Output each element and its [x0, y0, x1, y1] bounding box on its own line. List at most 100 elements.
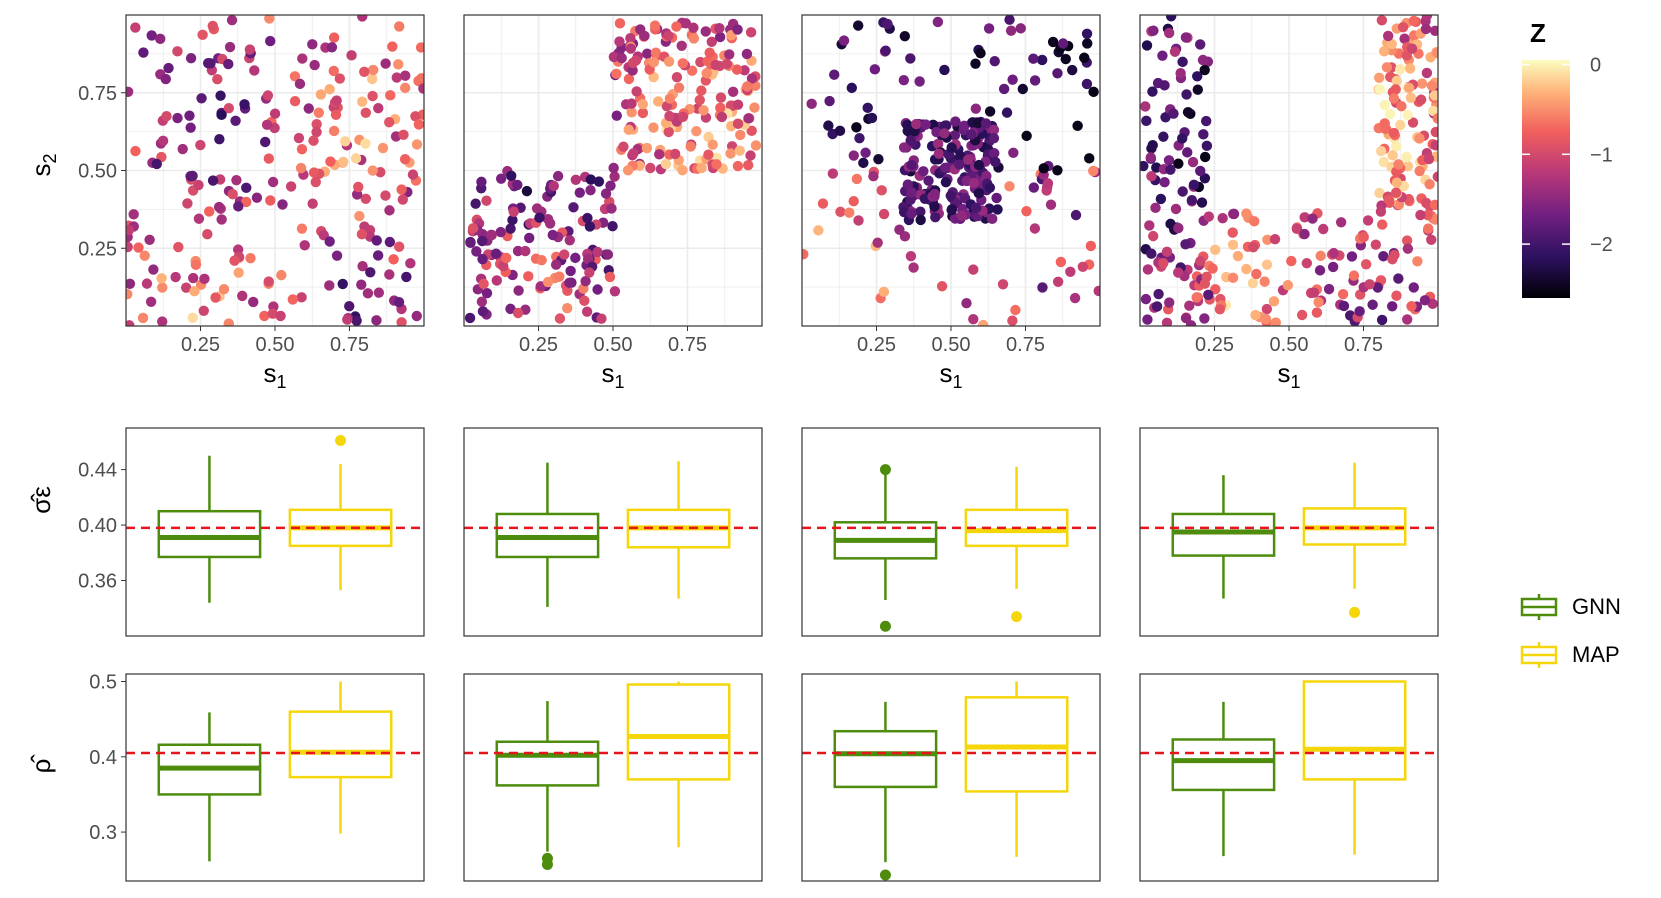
scatter-point	[384, 236, 396, 248]
scatter-point	[465, 237, 476, 249]
scatter-point	[669, 148, 681, 160]
scatter-point	[1299, 228, 1310, 240]
iqr-box	[495, 740, 600, 787]
scatter-point	[1180, 32, 1192, 43]
scatter-point	[1021, 130, 1032, 142]
scatter-point	[308, 135, 319, 146]
scatter-point	[1367, 299, 1378, 310]
scatter-point	[1405, 92, 1417, 103]
scatter-point	[745, 27, 757, 38]
scatter-point	[680, 18, 691, 29]
scatter-point	[359, 66, 370, 78]
sigma-boxplot-panels: 0.36 0.40 0.44	[78, 427, 1439, 637]
scatter-point	[1261, 303, 1273, 315]
scatter-point	[899, 30, 911, 42]
scatter-point	[973, 188, 985, 199]
scatter-point	[295, 162, 307, 174]
scatter-point	[1159, 80, 1170, 91]
scatter-point	[605, 180, 616, 191]
scatter-point	[664, 110, 675, 122]
scatter-point	[637, 98, 649, 110]
scatter-point	[627, 57, 639, 69]
scatter-point	[365, 267, 376, 278]
scatter-point	[671, 21, 682, 32]
sigma-box-gnn	[157, 455, 262, 603]
scatter-point	[415, 42, 424, 53]
scatter-point	[1146, 171, 1157, 182]
scatter-point	[226, 15, 238, 26]
scatter-point	[918, 166, 929, 177]
scatter-point	[936, 281, 948, 292]
scatter-points	[464, 17, 762, 324]
scatter-point	[1397, 21, 1409, 33]
scatter-point	[264, 15, 275, 24]
rho-panel-4	[1139, 673, 1439, 882]
scatter-point	[813, 225, 824, 236]
scatter-point	[1387, 150, 1398, 161]
scatter-point	[955, 151, 966, 162]
scatter-point	[866, 112, 878, 124]
scatter-point	[308, 167, 320, 178]
scatter-point	[1408, 15, 1419, 27]
scatter-point	[1188, 179, 1200, 190]
scatter-point	[1042, 178, 1054, 189]
scatter-point	[1227, 272, 1239, 284]
scatter-point	[1248, 241, 1259, 253]
scatter-panel-2: 0.25 0.50 0.75 s1	[463, 14, 763, 392]
x-tick-label: 0.25	[857, 334, 896, 356]
scatter-point	[195, 139, 206, 151]
scatter-point	[746, 125, 757, 137]
sigma-box-gnn	[495, 462, 600, 607]
scatter-point	[898, 74, 910, 86]
scatter-point	[1140, 293, 1152, 305]
scatter-point	[1424, 179, 1435, 190]
scatter-point	[1404, 63, 1416, 74]
scatter-point	[641, 142, 653, 154]
iqr-box	[288, 710, 393, 779]
scatter-point	[1170, 203, 1182, 215]
scatter-xlabel: s1	[939, 358, 962, 392]
outlier-point	[541, 858, 553, 870]
scatter-point	[625, 43, 636, 54]
scatter-point	[400, 70, 411, 81]
scatter-point	[824, 95, 835, 107]
scatter-point	[307, 198, 318, 209]
scatter-point	[396, 184, 407, 195]
scatter-point	[743, 113, 754, 124]
scatter-panel-4: 0.25 0.50 0.75 s1	[1139, 14, 1439, 392]
scatter-point	[346, 50, 357, 61]
scatter-points	[802, 15, 1100, 326]
scatter-point	[507, 214, 518, 226]
scatter-point	[394, 21, 405, 32]
scatter-point	[1180, 239, 1191, 250]
scatter-point	[823, 120, 834, 131]
scatter-point	[486, 229, 497, 241]
scatter-point	[1414, 165, 1425, 177]
scatter-point	[984, 182, 996, 193]
scatter-point	[1374, 72, 1385, 84]
scatter-point	[1428, 105, 1438, 117]
scatter-points	[1140, 15, 1438, 326]
scatter-point	[299, 240, 310, 251]
scatter-point	[464, 312, 476, 324]
y-tick-label: 0.4	[89, 747, 117, 769]
scatter-point	[170, 271, 181, 283]
scatter-point	[393, 296, 405, 308]
scatter-point	[385, 90, 396, 101]
scatter-point	[580, 275, 591, 287]
scatter-point	[534, 212, 545, 223]
scatter-point	[998, 83, 1010, 95]
scatter-point	[1052, 276, 1064, 287]
scatter-point	[1207, 263, 1218, 274]
scatter-point	[698, 105, 709, 116]
scatter-point	[920, 119, 931, 130]
scatter-point	[372, 250, 384, 261]
scatter-point	[1429, 25, 1438, 37]
scatter-point	[749, 102, 760, 113]
scatter-point	[367, 90, 378, 102]
scatter-point	[1037, 282, 1048, 293]
scatter-point	[829, 69, 840, 80]
scatter-point	[311, 118, 322, 130]
scatter-point	[902, 179, 914, 190]
scatter-point	[727, 86, 739, 97]
